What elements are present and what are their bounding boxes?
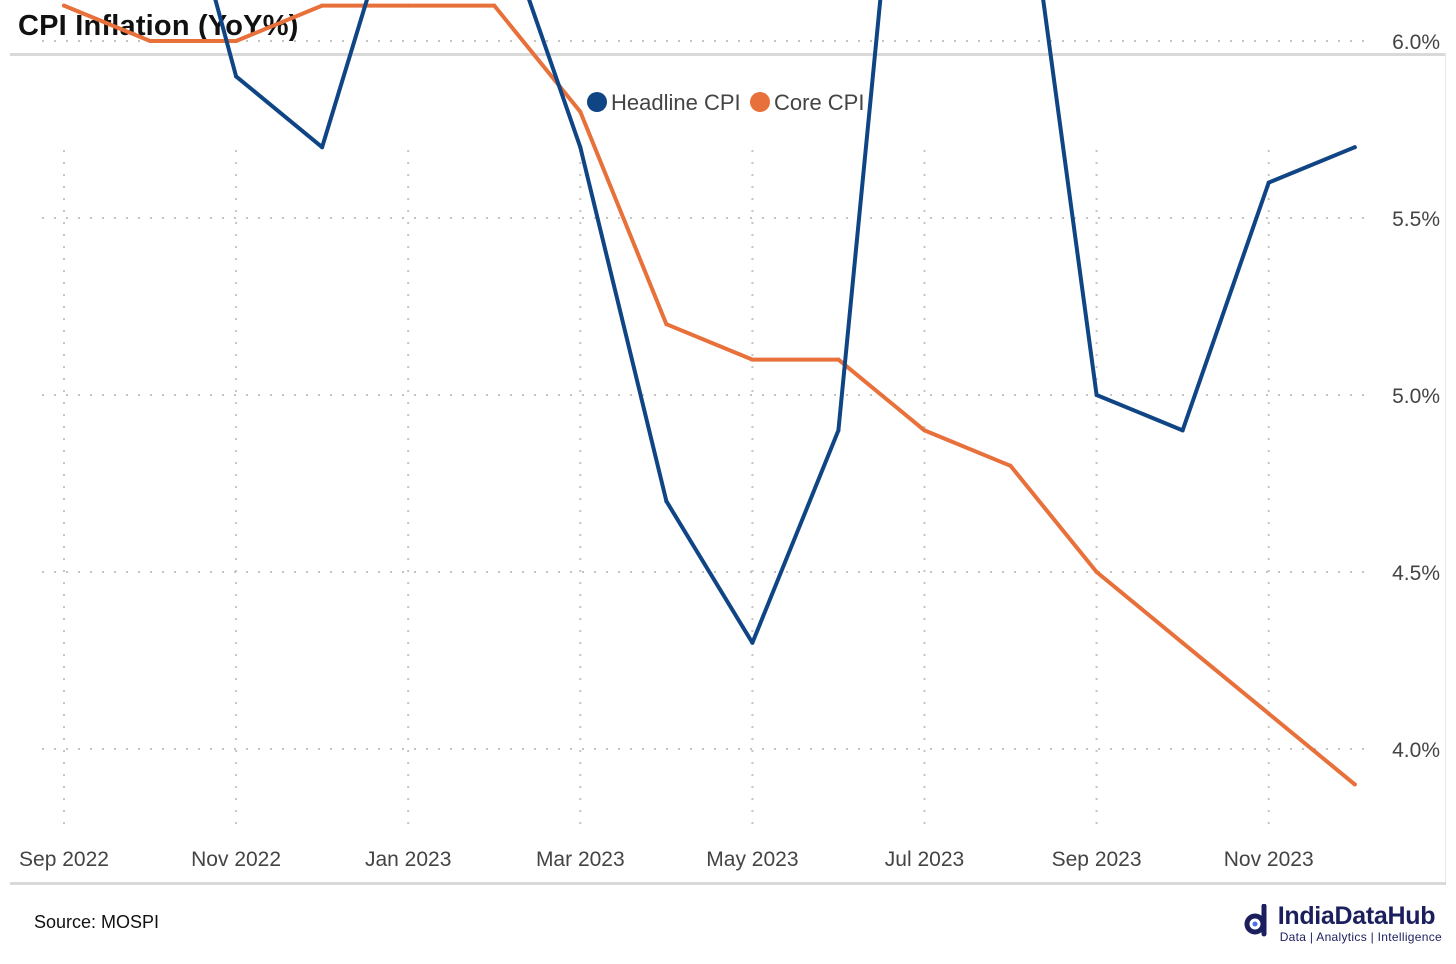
- grid: [42, 40, 1372, 830]
- legend-marker-headline-cpi: [587, 92, 607, 112]
- data-point-headline-cpi: [1352, 145, 1357, 150]
- data-point-headline-cpi: [234, 74, 239, 79]
- data-point-core-cpi: [836, 357, 841, 362]
- x-tick-label: Nov 2022: [191, 848, 281, 871]
- x-tick-label: Sep 2023: [1052, 848, 1142, 871]
- x-axis-labels: Sep 2022 Nov 2022 Jan 2023 Mar 2023 May 2023…: [19, 848, 1314, 871]
- data-point-headline-cpi: [1094, 393, 1099, 397]
- series-group: [62, 0, 1357, 787]
- x-tick-label: Nov 2023: [1224, 848, 1314, 871]
- y-tick-label: 5.5%: [1392, 208, 1440, 231]
- legend-marker-core-cpi: [750, 92, 770, 112]
- data-point-core-cpi: [1266, 711, 1271, 716]
- data-point-core-cpi: [922, 428, 927, 433]
- source-note: Source: MOSPI: [34, 912, 160, 932]
- data-point-headline-cpi: [1266, 180, 1271, 185]
- x-tick-label: Mar 2023: [536, 848, 625, 871]
- y-axis-labels: 4.0%4.5%5.0%5.5%6.0%6.5%7.0%: [1392, 31, 1440, 762]
- legend-label-core-cpi: Core CPI: [774, 90, 864, 115]
- data-point-core-cpi: [406, 3, 411, 8]
- data-point-headline-cpi: [320, 145, 325, 150]
- cpi-line-chart: Headline CPI Core CPI 4.0% 4.5% 5.0% 5.5% 6.…: [19, 0, 1440, 871]
- y-tick-label: 4.0%: [1392, 739, 1440, 762]
- data-point-core-cpi: [320, 3, 325, 8]
- series-line-headline-cpi: [213, 0, 1357, 645]
- data-point-headline-cpi: [836, 428, 841, 433]
- data-point-core-cpi: [750, 357, 755, 362]
- data-point-core-cpi: [664, 322, 669, 327]
- right-border: [1445, 53, 1446, 885]
- data-point-core-cpi: [62, 3, 66, 8]
- data-point-headline-cpi: [578, 145, 583, 150]
- data-point-core-cpi: [1094, 570, 1099, 574]
- data-point-core-cpi: [492, 3, 497, 8]
- data-point-headline-cpi: [664, 499, 669, 504]
- x-tick-label: Jul 2023: [885, 848, 964, 871]
- x-tick-label: May 2023: [706, 848, 798, 871]
- y-tick-label: 6.0%: [1392, 31, 1440, 54]
- y-tick-label: 4.5%: [1392, 562, 1440, 585]
- brand-name: IndiaDataHub: [1277, 902, 1436, 930]
- data-point-core-cpi: [1180, 640, 1185, 645]
- top-divider: [10, 53, 1446, 56]
- data-point-headline-cpi: [750, 640, 755, 645]
- brand-logo: IndiaDataHub Data | Analytics | Intellig…: [1242, 902, 1442, 944]
- brand-tagline: Data | Analytics | Intelligence: [1279, 930, 1442, 944]
- x-tick-label: Sep 2022: [19, 848, 109, 871]
- series-line-core-cpi: [62, 3, 1357, 787]
- bottom-divider: [10, 882, 1446, 885]
- y-tick-label: 5.0%: [1392, 385, 1440, 408]
- data-point-core-cpi: [1352, 782, 1357, 787]
- brand-mark-icon: [1244, 904, 1267, 937]
- data-point-headline-cpi: [1180, 428, 1185, 433]
- legend: Headline CPI Core CPI: [587, 90, 864, 115]
- data-point-core-cpi: [148, 39, 153, 43]
- data-point-core-cpi: [234, 39, 239, 43]
- x-tick-label: Jan 2023: [365, 848, 451, 871]
- data-point-core-cpi: [578, 109, 583, 114]
- legend-label-headline-cpi: Headline CPI: [611, 90, 741, 115]
- data-point-core-cpi: [1008, 463, 1013, 468]
